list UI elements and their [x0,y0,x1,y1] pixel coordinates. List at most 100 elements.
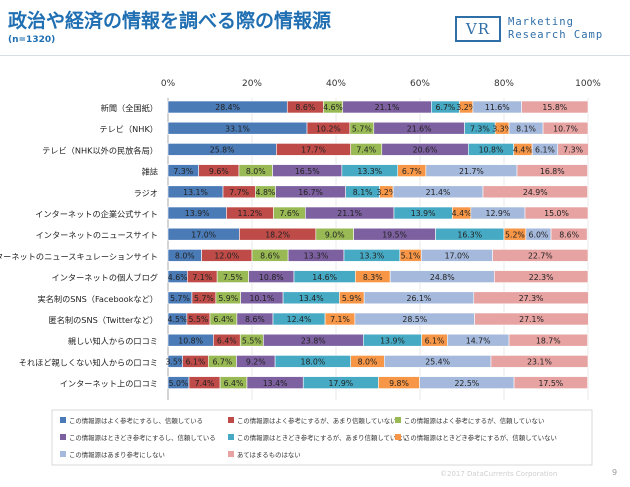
data-label: 27.3% [519,294,544,303]
data-label: 7.3% [563,146,583,155]
legend-swatch [228,417,234,423]
data-label: 25.4% [425,358,450,367]
data-label: 5.5% [189,315,209,324]
data-label: 13.3% [360,252,385,261]
data-label: 8.3% [363,273,383,282]
data-label: 4.4% [513,146,533,155]
x-tick-label: 100% [575,79,601,89]
data-label: 13.3% [304,252,329,261]
logo-text: Marketing Research Camp [508,16,603,42]
data-label: 7.4% [356,146,376,155]
data-label: 8.6% [559,230,579,239]
bar-segment [490,355,589,368]
category-label: 新聞（全国紙） [101,103,158,113]
data-label: 7.3% [470,124,490,133]
bar-segment [513,376,588,389]
data-label: 3.2% [456,103,476,112]
data-label: 13.9% [411,209,436,218]
data-label: 23.1% [527,358,552,367]
data-label: 11.2% [238,209,263,218]
data-label: 13.4% [299,294,324,303]
data-label: 16.5% [295,167,320,176]
data-label: 17.0% [191,230,216,239]
category-label: インターネットのニュースキュレーションサイト [0,251,158,261]
bar-segment [474,312,589,326]
data-label: 9.6% [209,167,229,176]
page-number: 9 [612,468,618,477]
logo-line-1: Marketing [508,16,574,28]
data-label: 13.3% [357,167,382,176]
data-label: 6.7% [212,358,232,367]
data-label: 7.3% [173,167,193,176]
data-label: 24.8% [430,273,455,282]
data-label: 5.7% [352,124,372,133]
data-label: 18.7% [536,336,561,345]
category-label: ラジオ [134,188,158,198]
category-label: 実名制のSNS（Facebookなど） [38,294,159,304]
category-label: 親しい知人からの口コミ [68,336,158,346]
x-tick-label: 0% [161,79,176,89]
data-label: 28.5% [402,315,427,324]
data-label: 10.1% [249,294,274,303]
data-label: 5.7% [194,294,214,303]
bar-segment [524,206,589,220]
data-label: 4.4% [452,209,472,218]
data-label: 3.5% [165,358,185,367]
legend-label: この情報源はあまり参考にしない [69,450,165,459]
data-label: 5.9% [342,294,362,303]
logo-mark: VR [455,16,501,42]
data-label: 11.6% [485,103,510,112]
legend-label: あてはまるものはない [237,451,301,459]
x-tick-label: 60% [410,79,430,89]
data-label: 27.1% [519,315,544,324]
bar-segment [494,270,589,283]
data-label: 22.5% [454,379,479,388]
data-label: 4.6% [168,273,188,282]
legend-swatch [395,417,401,423]
data-label: 4.5% [168,315,188,324]
data-label: 21.6% [407,124,432,133]
data-label: 17.9% [328,379,353,388]
data-label: 10.8% [259,273,284,282]
data-label: 21.7% [459,167,484,176]
bar-segment [557,143,589,156]
legend-swatch [60,434,66,440]
bar-segment [492,249,589,262]
category-label: テレビ（NHK以外の民放各局） [42,145,158,155]
data-label: 16.8% [540,167,565,176]
data-label: 10.2% [316,124,341,133]
data-label: 6.4% [224,379,244,388]
data-label: 3.2% [376,188,396,197]
category-label: 匿名制のSNS（Twitterなど） [49,315,158,325]
data-label: 23.8% [301,336,326,345]
legend-label: この情報源はよく参考にするし、信頼している [69,416,203,425]
data-label: 20.6% [413,146,438,155]
data-label: 7.1% [330,315,350,324]
legend-swatch [60,451,66,457]
legend-swatch [228,451,234,457]
data-label: 8.0% [358,358,378,367]
data-label: 33.1% [225,124,250,133]
data-label: 6.1% [425,336,445,345]
data-label: 24.9% [523,188,548,197]
data-label: 5.2% [505,230,525,239]
data-label: 6.1% [535,146,555,155]
legend-label: この情報源はときどき参考にするが、あまり信頼していない [237,433,409,442]
category-label: テレビ（NHK） [99,124,158,134]
data-label: 8.1% [353,188,373,197]
data-label: 16.7% [298,188,323,197]
data-label: 6.4% [217,336,237,345]
legend-label: この情報源はときどき参考にするが、信頼していない [404,433,557,442]
category-label: インターネット上の口コミ [60,379,158,389]
data-label: 17.7% [301,146,326,155]
data-label: 12.4% [287,315,312,324]
legend-box [51,409,593,466]
category-label: インターネットの企業公式サイト [35,209,158,219]
data-label: 9.2% [246,358,266,367]
data-label: 21.1% [337,209,362,218]
data-label: 13.4% [263,379,288,388]
data-label: 12.0% [214,252,239,261]
copyright-text: ©2017 DataCurrents Corporation [440,470,558,478]
bar-segment [473,291,589,305]
